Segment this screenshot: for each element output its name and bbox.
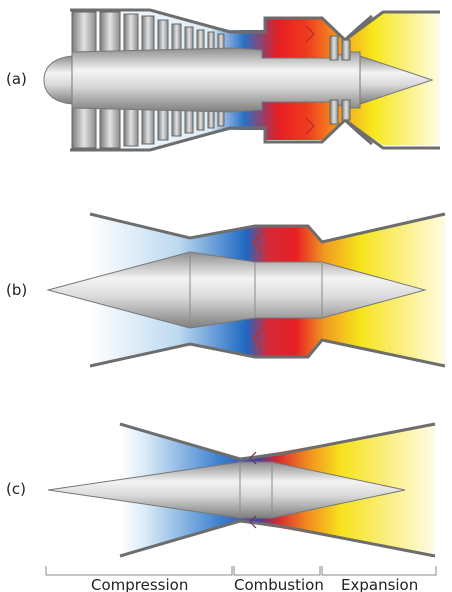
engine-a-compressor-blades [71,11,225,149]
panel-c-label: (c) [6,480,26,498]
expansion-bracket [321,566,437,576]
engine-c-casing-bottom [119,519,436,558]
engine-b-body-seams [189,252,323,328]
stage-brackets [45,566,437,576]
panel-a-label: (a) [6,70,27,88]
engine-a-spinner [43,55,73,105]
engine-a-combustion-chevrons [270,25,316,135]
engine-a-turbojet: (a) [6,8,440,152]
engine-a-nozzle-struts [343,14,373,146]
engine-b-central-body [46,251,427,329]
combustion-bracket [233,566,321,576]
expansion-label: Expansion [341,576,418,592]
panel-b-label: (b) [6,281,27,299]
engine-a-turbine-blades [329,35,351,125]
engine-a-casing-top [70,8,440,42]
compression-bracket [45,566,233,576]
engine-b-casing-bottom [89,338,446,368]
combustion-label: Combustion [234,576,324,592]
engine-a-shaft [71,47,361,113]
engine-a-tail-cone [359,55,434,105]
compression-label: Compression [91,576,188,592]
engine-a-casing-bottom [70,118,440,152]
engine-c-body-seams [239,462,273,518]
engine-b-ramjet: (b) [6,212,446,368]
engine-b-combustion-chevrons [252,232,263,348]
engine-c-scramjet: (c) [6,422,436,558]
engine-b-casing-top [89,212,446,244]
engine-c-casing-top [119,422,436,461]
engine-c-combustion-chevrons [249,451,257,529]
